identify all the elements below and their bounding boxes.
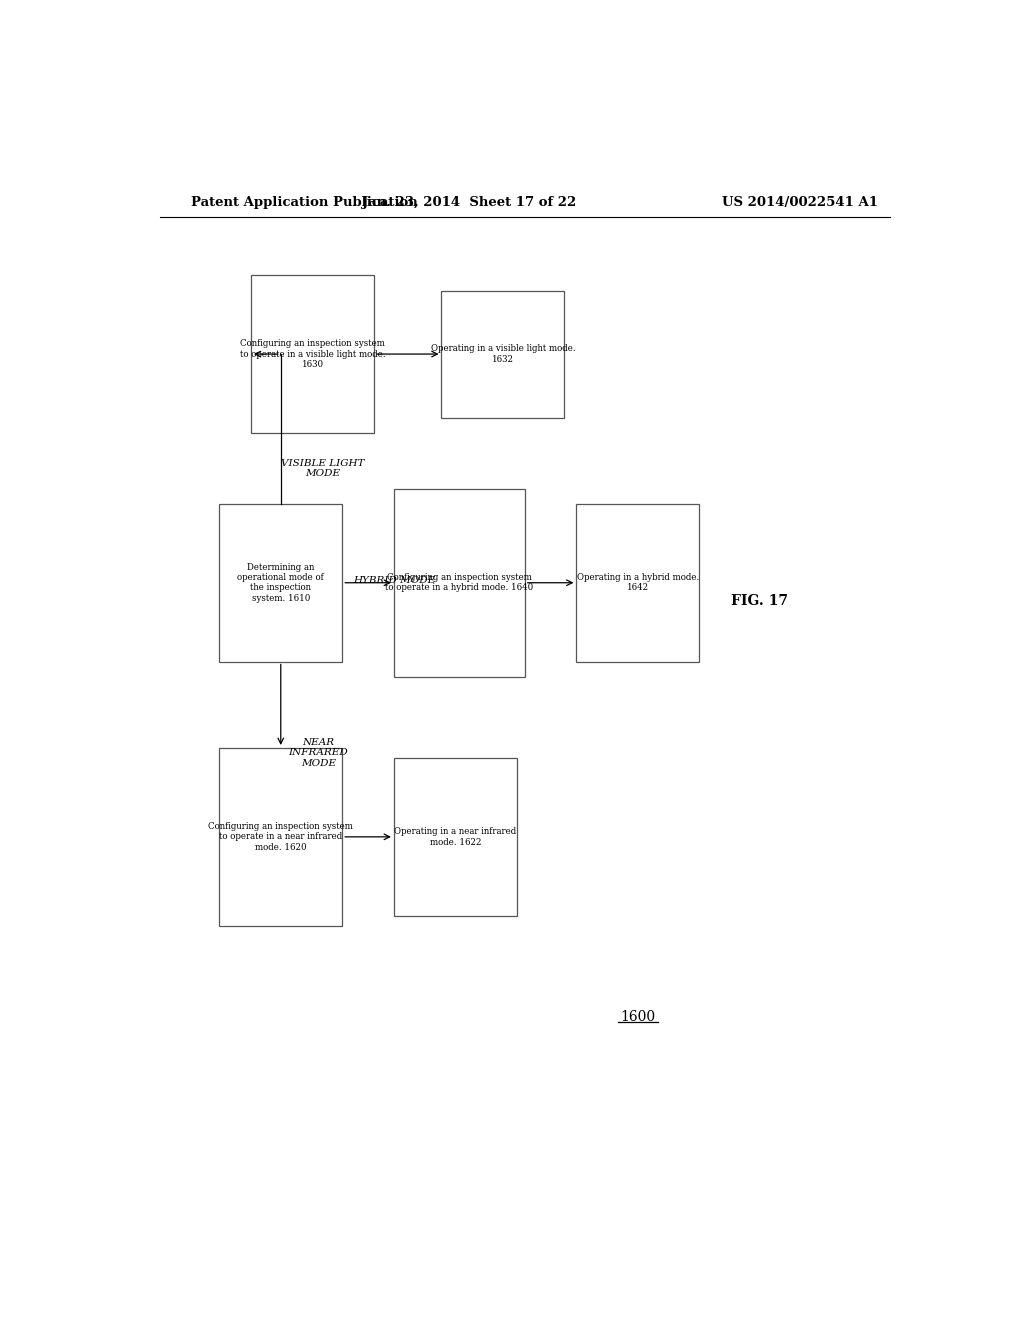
Text: Operating in a near infrared
mode. 1622: Operating in a near infrared mode. 1622	[394, 828, 516, 846]
Text: Configuring an inspection system
to operate in a hybrid mode. 1640: Configuring an inspection system to oper…	[385, 573, 534, 593]
Text: HYBRID MODE: HYBRID MODE	[352, 576, 435, 585]
Text: Configuring an inspection system
to operate in a visible light mode.
1630: Configuring an inspection system to oper…	[240, 339, 385, 370]
Text: FIG. 17: FIG. 17	[731, 594, 788, 607]
FancyBboxPatch shape	[394, 758, 517, 916]
FancyBboxPatch shape	[251, 276, 374, 433]
FancyBboxPatch shape	[219, 504, 342, 661]
Text: Patent Application Publication: Patent Application Publication	[191, 195, 418, 209]
FancyBboxPatch shape	[394, 488, 524, 677]
Text: Operating in a hybrid mode.
1642: Operating in a hybrid mode. 1642	[577, 573, 699, 593]
Text: Configuring an inspection system
to operate in a near infrared
mode. 1620: Configuring an inspection system to oper…	[208, 822, 353, 851]
Text: NEAR
INFRARED
MODE: NEAR INFRARED MODE	[289, 738, 348, 768]
Text: US 2014/0022541 A1: US 2014/0022541 A1	[722, 195, 878, 209]
Text: VISIBLE LIGHT
MODE: VISIBLE LIGHT MODE	[281, 459, 365, 478]
FancyBboxPatch shape	[219, 748, 342, 925]
Text: Determining an
operational mode of
the inspection
system. 1610: Determining an operational mode of the i…	[238, 562, 325, 603]
Text: Jan. 23, 2014  Sheet 17 of 22: Jan. 23, 2014 Sheet 17 of 22	[362, 195, 577, 209]
Text: Operating in a visible light mode.
1632: Operating in a visible light mode. 1632	[431, 345, 575, 364]
FancyBboxPatch shape	[577, 504, 699, 661]
FancyBboxPatch shape	[441, 290, 564, 417]
Text: 1600: 1600	[620, 1010, 655, 1024]
